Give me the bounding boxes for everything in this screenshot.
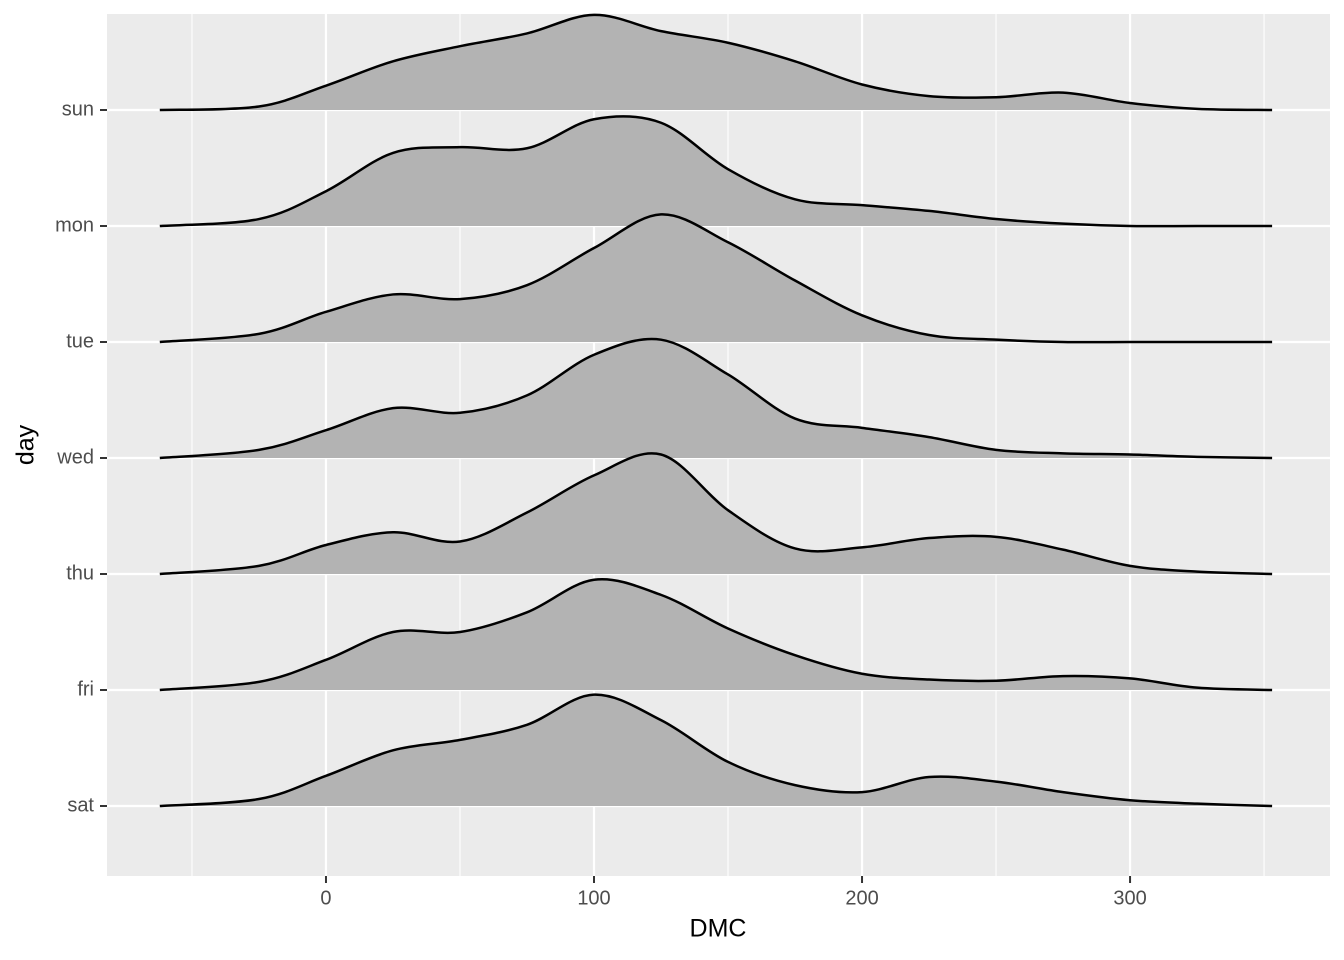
ridge-line: [159, 13, 1273, 112]
y-tick-label: tue: [66, 330, 94, 352]
ridge-line: [159, 578, 1273, 692]
ridge-area: [159, 214, 1273, 343]
ridge-line: [159, 452, 1273, 576]
y-tick-label: wed: [56, 446, 94, 468]
y-tick-label: thu: [66, 562, 94, 584]
x-tick-label: 0: [320, 887, 331, 909]
ridge-line: [159, 213, 1273, 344]
ridge-area: [159, 14, 1273, 110]
y-tick-label: sun: [62, 98, 94, 120]
ridges: [159, 13, 1273, 808]
y-tick-label: fri: [77, 678, 94, 700]
y-axis-title: day: [12, 424, 40, 465]
ridge-area: [159, 694, 1273, 806]
ridge-line: [159, 114, 1273, 228]
x-tick-label: 200: [845, 887, 878, 909]
ridge-area: [159, 338, 1273, 458]
y-tick-label: mon: [55, 214, 94, 236]
ridge-line: [159, 337, 1273, 460]
y-tick-label: sat: [67, 794, 94, 816]
x-tick-label: 100: [577, 887, 610, 909]
ridge-line: [159, 693, 1273, 808]
x-tick-label: 300: [1113, 887, 1146, 909]
x-axis-title: DMC: [690, 915, 747, 943]
ridge-area: [159, 453, 1273, 574]
ridge-area: [159, 579, 1273, 690]
axes: 0 100 200 300 sat fri thu wed tue mon sun: [55, 98, 1147, 909]
ridge-area: [159, 116, 1273, 227]
